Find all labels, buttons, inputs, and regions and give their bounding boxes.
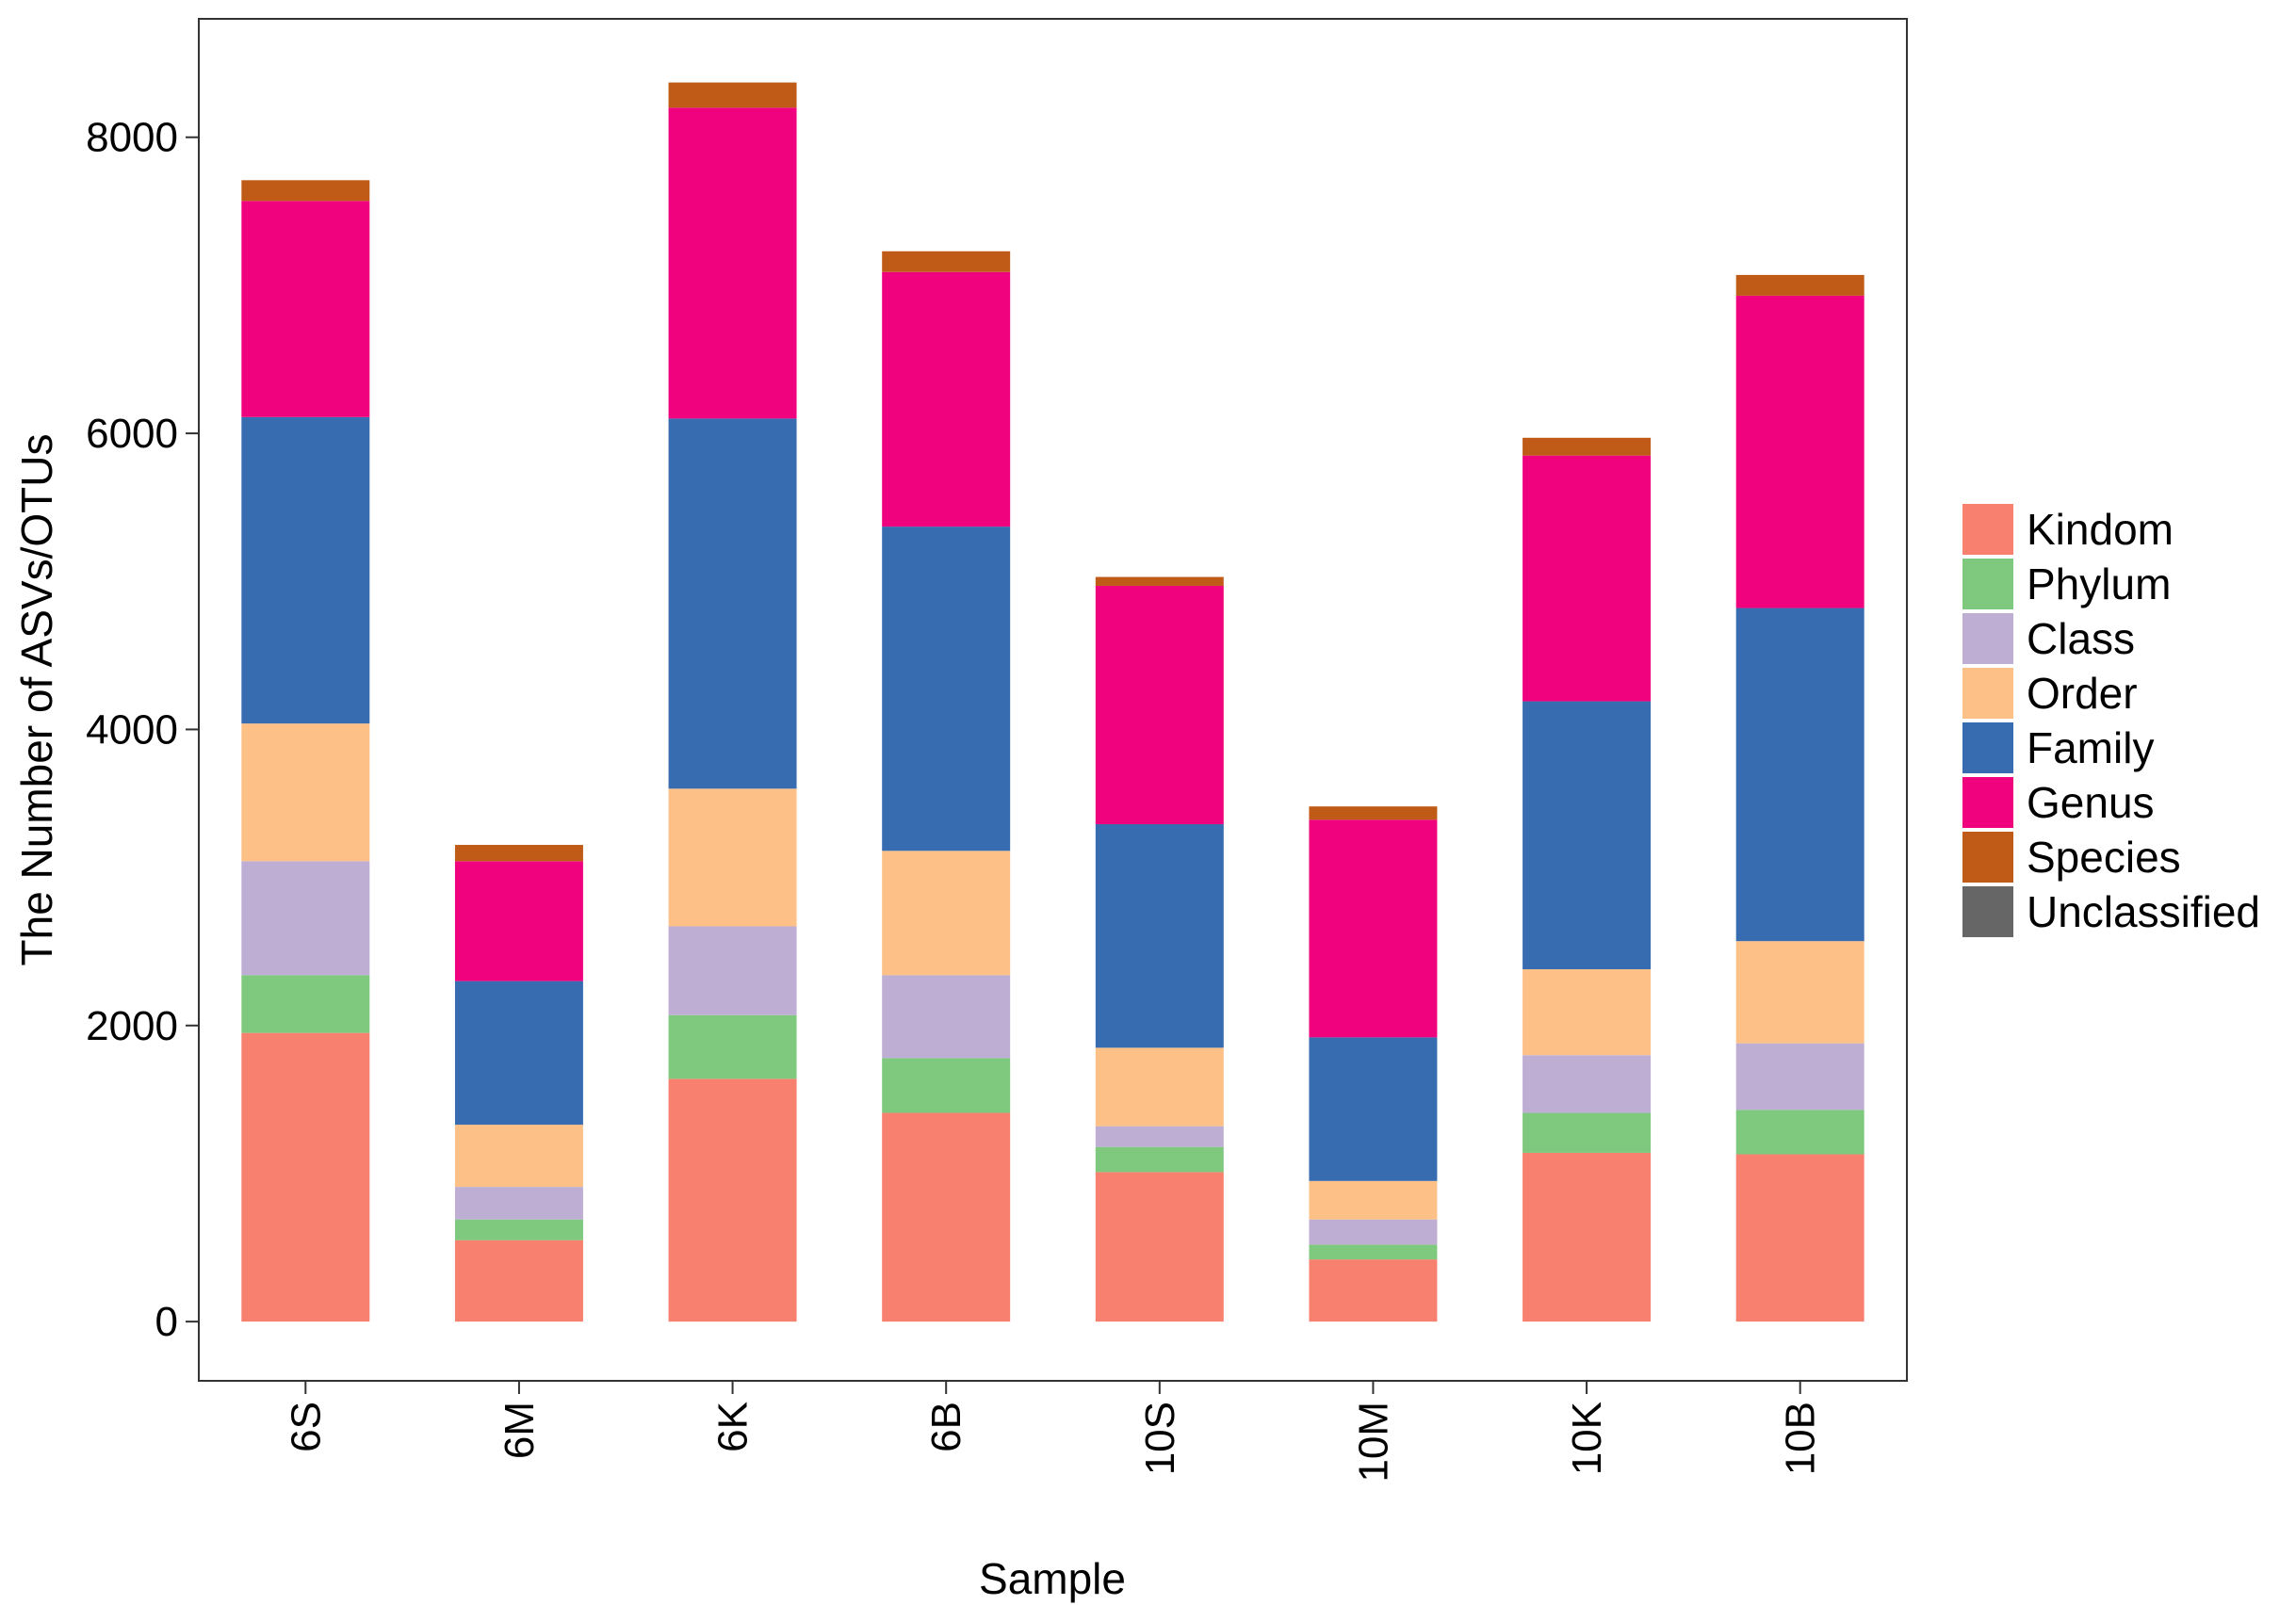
bar-6s-phylum	[241, 975, 370, 1033]
bar-10m-class	[1309, 1219, 1438, 1245]
bar-6k-genus	[668, 107, 797, 419]
bars-group	[241, 82, 1864, 1322]
bar-6b-order	[882, 851, 1011, 976]
y-tick-label-4000: 4000	[86, 706, 178, 753]
bar-10b-species	[1735, 274, 1864, 296]
bar-6s-family	[241, 416, 370, 724]
bar-10b-family	[1735, 608, 1864, 942]
bar-6b-class	[882, 975, 1011, 1059]
bar-10s-family	[1095, 824, 1224, 1048]
legend-key-unclassified	[1962, 886, 2013, 937]
bar-10b-order	[1735, 941, 1864, 1044]
bar-10m-phylum	[1309, 1244, 1438, 1260]
bar-10b-kindom	[1735, 1154, 1864, 1322]
bar-10m-genus	[1309, 819, 1438, 1038]
legend-key-kindom	[1962, 504, 2013, 555]
legend-label-phylum: Phylum	[2027, 559, 2171, 608]
bar-6s-order	[241, 723, 370, 862]
bar-6s-genus	[241, 201, 370, 417]
bar-10m-kindom	[1309, 1259, 1438, 1322]
bar-10s-genus	[1095, 585, 1224, 825]
bar-10k-class	[1523, 1055, 1652, 1113]
bar-6b-kindom	[882, 1112, 1011, 1322]
bar-10b-class	[1735, 1043, 1864, 1110]
legend-label-family: Family	[2027, 723, 2154, 772]
bar-6m-family	[454, 981, 583, 1126]
x-axis: 6S 6M 6K 6B 10S 10M 10K 10B	[283, 1381, 1824, 1483]
bar-6b-phylum	[882, 1058, 1011, 1113]
bar-10s-species	[1095, 576, 1224, 586]
bar-6k-species	[668, 82, 797, 108]
bar-6b-family	[882, 527, 1011, 851]
bar-6m-phylum	[454, 1219, 583, 1240]
legend-key-phylum	[1962, 559, 2013, 609]
y-tick-label-2000: 2000	[86, 1003, 178, 1049]
bar-6s-species	[241, 180, 370, 202]
bar-6m-class	[454, 1187, 583, 1220]
legend-label-kindom: Kindom	[2027, 505, 2174, 554]
bar-10m-order	[1309, 1180, 1438, 1220]
x-tick-label-10s: 10S	[1137, 1402, 1183, 1475]
x-tick-label-6k: 6K	[710, 1402, 757, 1452]
x-tick-label-6m: 6M	[497, 1402, 543, 1459]
legend-label-order: Order	[2027, 669, 2138, 718]
bar-10s-order	[1095, 1047, 1224, 1127]
legend-key-order	[1962, 668, 2013, 719]
y-axis-title: The Number of ASVs/OTUs	[12, 434, 61, 966]
bar-10k-phylum	[1523, 1112, 1652, 1153]
bar-6m-order	[454, 1125, 583, 1188]
legend-key-species	[1962, 832, 2013, 883]
legend-key-family	[1962, 722, 2013, 773]
bar-6b-genus	[882, 271, 1011, 527]
bar-6k-kindom	[668, 1078, 797, 1322]
x-tick-label-10k: 10K	[1564, 1402, 1610, 1475]
bar-6k-class	[668, 926, 797, 1015]
bar-6k-phylum	[668, 1014, 797, 1079]
bar-10s-class	[1095, 1126, 1224, 1147]
bar-10k-genus	[1523, 455, 1652, 702]
legend-label-unclassified: Unclassified	[2027, 887, 2260, 936]
bar-6m-genus	[454, 861, 583, 981]
bar-10k-order	[1523, 969, 1652, 1056]
bar-10k-kindom	[1523, 1152, 1652, 1322]
bar-10m-species	[1309, 806, 1438, 820]
bar-6s-kindom	[241, 1032, 370, 1322]
bar-6k-order	[668, 788, 797, 927]
x-tick-label-6s: 6S	[283, 1402, 329, 1452]
legend: Kindom Phylum Class Order Family Genus Species…	[1962, 504, 2260, 937]
legend-key-class	[1962, 613, 2013, 664]
bar-6m-kindom	[454, 1240, 583, 1322]
bar-6s-class	[241, 861, 370, 976]
legend-label-species: Species	[2027, 833, 2181, 882]
legend-key-genus	[1962, 777, 2013, 828]
bar-10s-phylum	[1095, 1146, 1224, 1173]
x-tick-label-10b: 10B	[1778, 1402, 1824, 1475]
bar-6k-family	[668, 418, 797, 789]
bar-6m-species	[454, 845, 583, 862]
x-tick-label-6b: 6B	[923, 1402, 969, 1452]
y-axis: 0 2000 4000 6000 8000	[86, 115, 199, 1345]
x-axis-title: Sample	[979, 1554, 1126, 1603]
y-tick-label-6000: 6000	[86, 411, 178, 457]
y-tick-label-8000: 8000	[86, 115, 178, 161]
bar-10s-kindom	[1095, 1172, 1224, 1322]
bar-10k-family	[1523, 701, 1652, 970]
bar-6b-species	[882, 251, 1011, 272]
legend-label-class: Class	[2027, 614, 2135, 663]
bar-10b-genus	[1735, 295, 1864, 608]
bar-10k-species	[1523, 437, 1652, 456]
bar-10m-family	[1309, 1037, 1438, 1181]
legend-label-genus: Genus	[2027, 778, 2155, 827]
y-tick-label-0: 0	[155, 1299, 178, 1345]
x-tick-label-10m: 10M	[1350, 1402, 1396, 1483]
bar-10b-phylum	[1735, 1110, 1864, 1155]
